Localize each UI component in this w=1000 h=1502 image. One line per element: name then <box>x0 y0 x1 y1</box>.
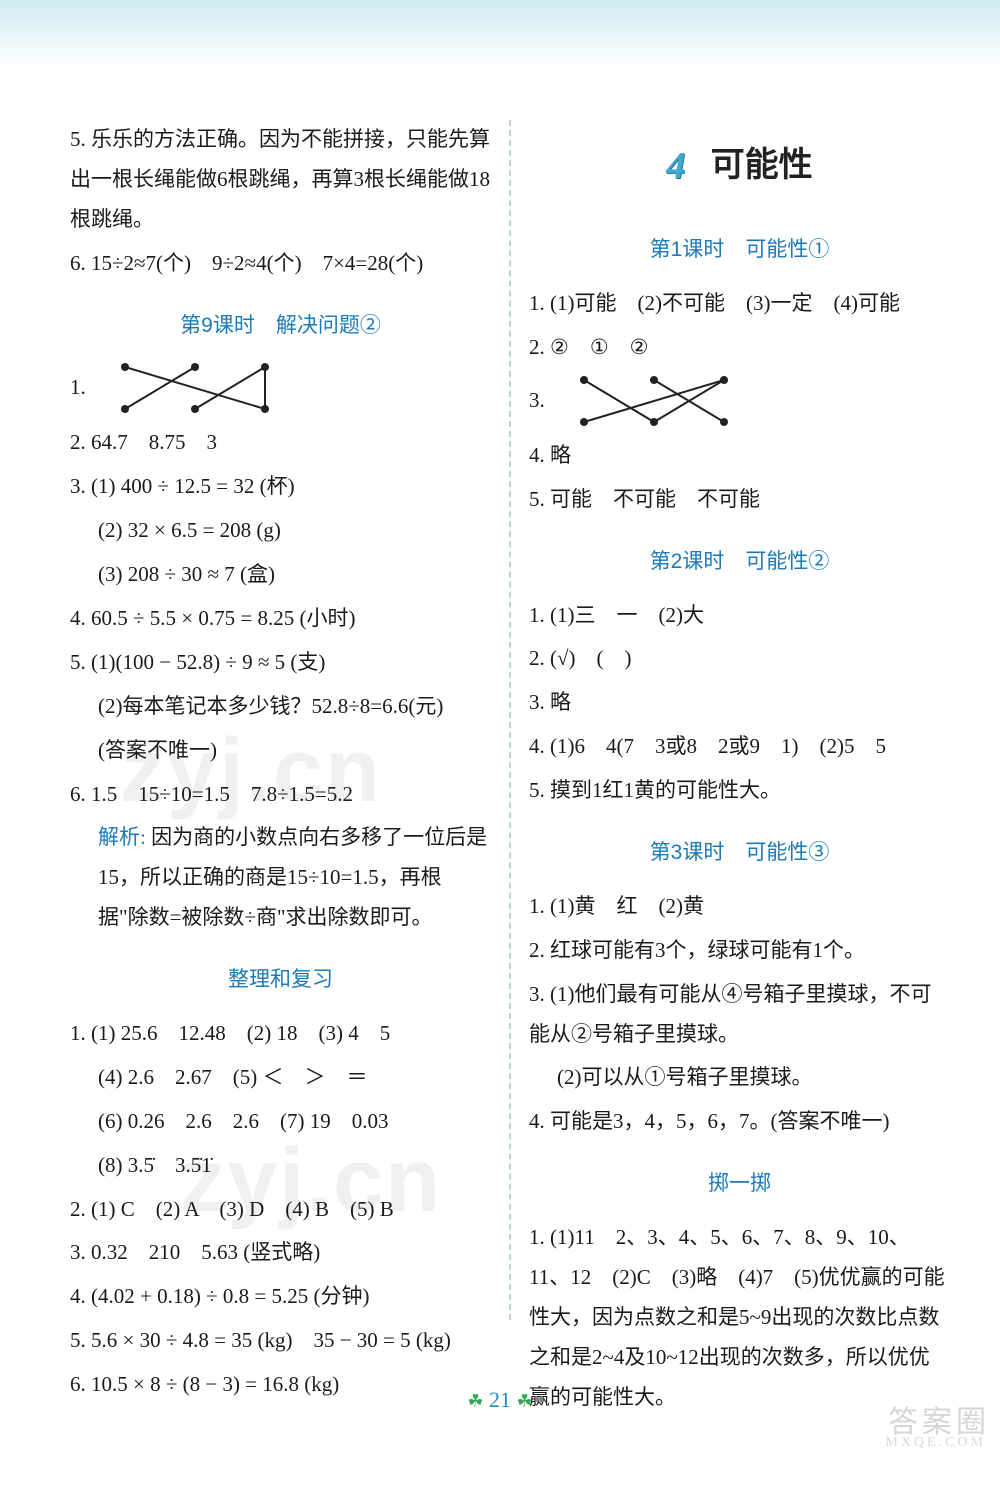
rev-q1a: 1. (1) 25.6 12.48 (2) 18 (3) 4 5 <box>70 1014 491 1054</box>
section-1-title: 第1课时 可能性① <box>529 230 950 270</box>
s3-q3b: (2)可以从①号箱子里摸球。 <box>529 1058 950 1098</box>
leaf-left-icon: ☘ <box>467 1391 483 1411</box>
s9-q3c: (3) 208 ÷ 30 ≈ 7 (盒) <box>70 555 491 595</box>
unit-title: 可能性 <box>711 134 813 199</box>
s9-q4: 4. 60.5 ÷ 5.5 × 0.75 = 8.25 (小时) <box>70 599 491 639</box>
left-q5: 5. 乐乐的方法正确。因为不能拼接，只能先算出一根长绳能做6根跳绳，再算3根长绳… <box>70 120 491 240</box>
left-q6: 6. 15÷2≈7(个) 9÷2≈4(个) 7×4=28(个) <box>70 244 491 284</box>
s2-q4: 4. (1)6 4(7 3或8 2或9 1) (2)5 5 <box>529 727 950 767</box>
analysis-text: 因为商的小数点向右多移了一位后是15，所以正确的商是15÷10=1.5，再根据"… <box>98 825 487 929</box>
s1-q5: 5. 可能 不可能 不可能 <box>529 480 950 520</box>
throw-title: 掷一掷 <box>529 1164 950 1204</box>
section-3-title: 第3课时 可能性③ <box>529 833 950 873</box>
s1-q2: 2. ② ① ② <box>529 328 950 368</box>
rev-q2: 2. (1) C (2) A (3) D (4) B (5) B <box>70 1190 491 1230</box>
unit-number: 4 <box>666 130 685 202</box>
s1-q3: 3. <box>529 372 950 432</box>
column-divider <box>509 120 511 1320</box>
s2-q2: 2. (√) ( ) <box>529 639 950 679</box>
s9-q2: 2. 64.7 8.75 3 <box>70 423 491 463</box>
s1-q1: 1. (1)可能 (2)不可能 (3)一定 (4)可能 <box>529 284 950 324</box>
review-title: 整理和复习 <box>70 960 491 1000</box>
s1-q4: 4. 略 <box>529 436 950 476</box>
page-footer: ☘ 21 ☘ <box>0 1387 1000 1413</box>
s9-q1: 1. <box>70 359 491 419</box>
s9-q6-analysis: 解析: 因为商的小数点向右多移了一位后是15，所以正确的商是15÷10=1.5，… <box>70 818 491 938</box>
s2-q1: 1. (1)三 一 (2)大 <box>529 596 950 636</box>
s9-q5b: (2)每本笔记本多少钱？52.8÷8=6.6(元) <box>70 687 491 727</box>
rev-q1b: (4) 2.6 2.67 (5) ＜ ＞ ＝ <box>70 1058 491 1098</box>
left-column: 5. 乐乐的方法正确。因为不能拼接，只能先算出一根长绳能做6根跳绳，再算3根长绳… <box>70 120 491 1422</box>
s9-q5a: 5. (1)(100 − 52.8) ÷ 9 ≈ 5 (支) <box>70 643 491 683</box>
s9-q3b: (2) 32 × 6.5 = 208 (g) <box>70 511 491 551</box>
page-content: 5. 乐乐的方法正确。因为不能拼接，只能先算出一根长绳能做6根跳绳，再算3根长绳… <box>0 0 1000 1502</box>
s9-q6a: 6. 1.5 15÷10=1.5 7.8÷1.5=5.2 <box>70 775 491 815</box>
s3-q4: 4. 可能是3，4，5，6，7。(答案不唯一) <box>529 1102 950 1142</box>
section-9-title: 第9课时 解决问题② <box>70 306 491 346</box>
s2-q5: 5. 摸到1红1黄的可能性大。 <box>529 771 950 811</box>
rev-q1d: (8) 3.5̇ 3.5̇1̇ <box>70 1146 491 1186</box>
right-column: 4 可能性 第1课时 可能性① 1. (1)可能 (2)不可能 (3)一定 (4… <box>529 120 950 1422</box>
s9-q3a: 3. (1) 400 ÷ 12.5 = 32 (杯) <box>70 467 491 507</box>
s9-q1-label: 1. <box>70 375 86 399</box>
leaf-right-icon: ☘ <box>517 1391 533 1411</box>
rev-q4: 4. (4.02 + 0.18) ÷ 0.8 = 5.25 (分钟) <box>70 1277 491 1317</box>
page-number: 21 <box>489 1387 511 1412</box>
matching-diagram-right <box>574 372 754 432</box>
s1-q3-label: 3. <box>529 388 545 412</box>
section-2-title: 第2课时 可能性② <box>529 542 950 582</box>
s2-q3: 3. 略 <box>529 683 950 723</box>
rev-q5: 5. 5.6 × 30 ÷ 4.8 = 35 (kg) 35 − 30 = 5 … <box>70 1321 491 1361</box>
matching-diagram-left <box>115 359 295 419</box>
s3-q1: 1. (1)黄 红 (2)黄 <box>529 887 950 927</box>
s3-q2: 2. 红球可能有3个，绿球可能有1个。 <box>529 931 950 971</box>
unit-header: 4 可能性 <box>529 130 950 202</box>
rev-q3: 3. 0.32 210 5.63 (竖式略) <box>70 1233 491 1273</box>
s3-q3a: 3. (1)他们最有可能从④号箱子里摸球，不可能从②号箱子里摸球。 <box>529 975 950 1055</box>
corner-sub: MXQE.COM <box>885 1435 986 1451</box>
rev-q1c: (6) 0.26 2.6 2.6 (7) 19 0.03 <box>70 1102 491 1142</box>
analysis-label: 解析: <box>98 825 146 849</box>
s9-q5c: (答案不唯一) <box>70 731 491 771</box>
